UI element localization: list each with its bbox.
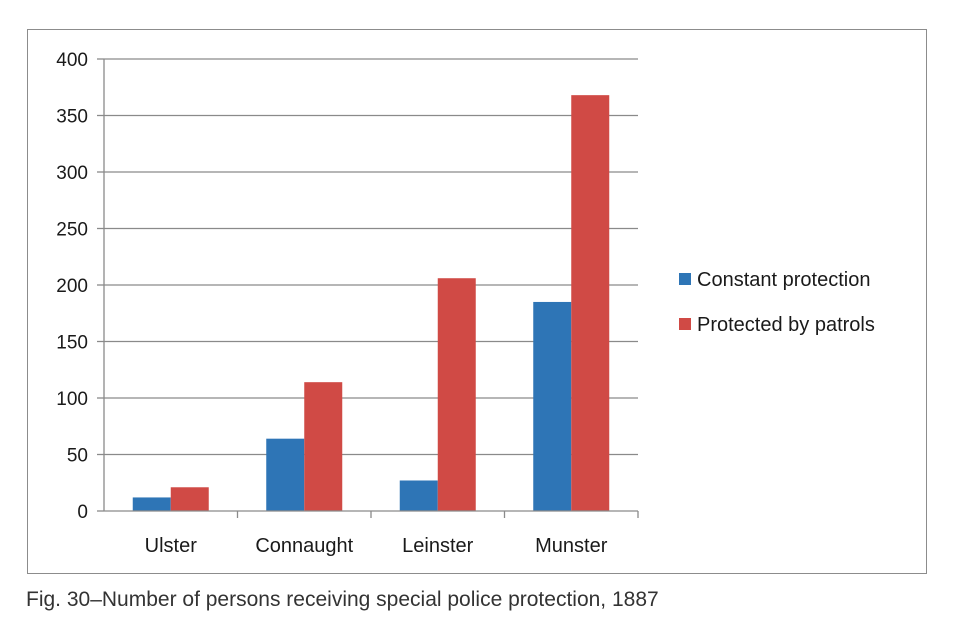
y-tick-label: 50: [67, 446, 88, 467]
bar-constant-protection-ulster: [132, 497, 171, 511]
y-tick-label: 400: [56, 50, 88, 71]
y-tick-label: 100: [56, 389, 88, 410]
bar-protected-by-patrols-munster: [571, 95, 610, 511]
bar-protected-by-patrols-connaught: [304, 382, 343, 511]
x-category-label: Leinster: [402, 535, 473, 557]
bar-constant-protection-munster: [533, 301, 572, 511]
bar-constant-protection-connaught: [266, 438, 305, 511]
legend-swatch: [679, 318, 691, 330]
bar-constant-protection-leinster: [399, 480, 438, 511]
y-tick-label: 0: [77, 502, 88, 523]
y-tick-label: 250: [56, 220, 88, 241]
bar-protected-by-patrols-leinster: [437, 278, 476, 511]
y-tick-label: 350: [56, 107, 88, 128]
x-category-label: Ulster: [145, 535, 198, 557]
bar-protected-by-patrols-ulster: [170, 487, 209, 511]
x-category-label: Connaught: [255, 535, 353, 557]
figure-caption: Fig. 30–Number of persons receiving spec…: [26, 588, 659, 611]
y-tick-label: 200: [56, 276, 88, 297]
legend-label: Constant protection: [697, 269, 870, 291]
legend-swatch: [679, 273, 691, 285]
y-tick-label: 150: [56, 333, 88, 354]
y-tick-label: 300: [56, 163, 88, 184]
legend-label: Protected by patrols: [697, 314, 875, 336]
x-category-label: Munster: [535, 535, 608, 557]
chart-frame: [27, 29, 927, 574]
bar-chart: 0 50 100 150 200 250 300 350 400 Ulster Connaught L…: [56, 50, 875, 557]
